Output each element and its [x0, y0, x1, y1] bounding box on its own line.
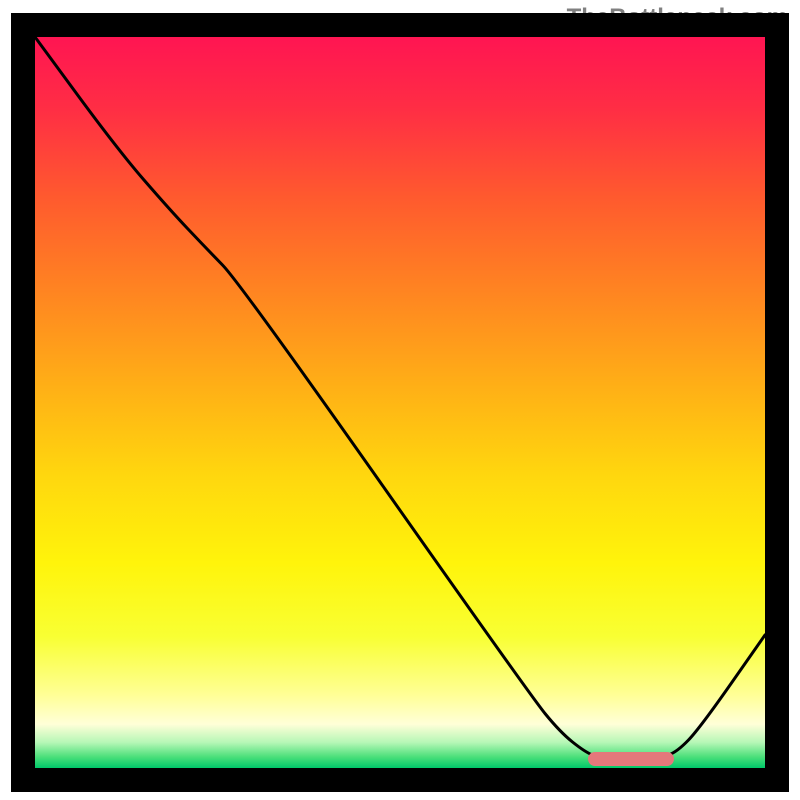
optimal-zone-bar	[588, 752, 674, 766]
chart-svg	[0, 0, 800, 800]
chart-canvas: TheBottleneck.com	[0, 0, 800, 800]
gradient-area	[35, 37, 765, 768]
